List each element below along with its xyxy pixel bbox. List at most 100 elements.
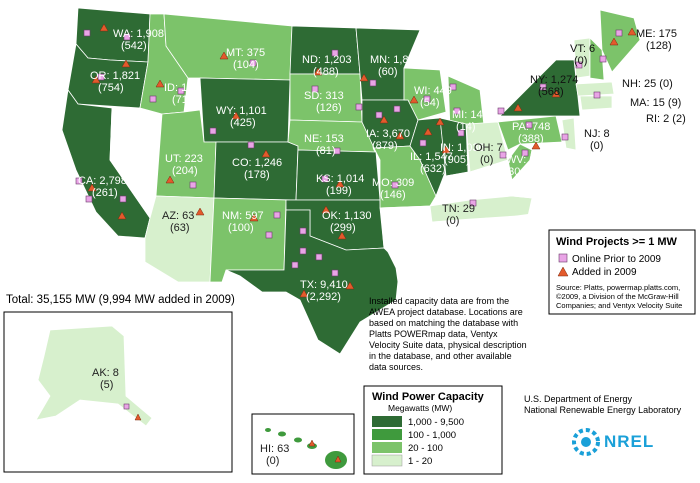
label-wv-add: 330 (0) xyxy=(502,166,537,178)
state-ar xyxy=(379,205,433,253)
state-labels: WA: 1,908 (542) OR: 1,821 (754) CA: 2,79… xyxy=(78,28,686,467)
wind-legend-source: Source: Platts, powermap.platts.com, ©20… xyxy=(556,283,683,310)
state-tx xyxy=(225,209,401,355)
label-ia-add: (879) xyxy=(372,140,398,152)
swatch-class-4 xyxy=(371,454,403,467)
label-wv: WV: xyxy=(506,154,526,166)
state-ms xyxy=(431,219,461,291)
label-ri: RI: 2 (2) xyxy=(646,113,686,125)
label-ks: KS: 1,014 xyxy=(316,173,364,185)
label-mi: MI: 143 xyxy=(452,109,489,121)
label-mo-add: (146) xyxy=(380,189,406,201)
label-id: ID: 147 xyxy=(164,82,199,94)
label-vt-add: (0) xyxy=(574,55,587,67)
nrel-logo-text: NREL xyxy=(604,432,655,451)
wind-legend-added: Added in 2009 xyxy=(572,267,637,278)
state-pa xyxy=(497,115,563,151)
label-az-add: (63) xyxy=(170,222,190,234)
state-az xyxy=(144,195,215,283)
online-markers xyxy=(75,29,623,277)
agency-line-2: National Renewable Energy Laboratory xyxy=(524,405,682,415)
label-ak: AK: 8 xyxy=(92,367,119,379)
state-shapes xyxy=(61,7,641,355)
online-square-icon xyxy=(558,253,568,263)
label-wy: WY: 1,101 xyxy=(216,105,267,117)
label-or-add: (754) xyxy=(98,82,124,94)
wind-legend-box xyxy=(548,229,696,315)
label-ne-add: (81) xyxy=(316,145,336,157)
state-md-de xyxy=(529,141,577,161)
capacity-legend: Wind Power Capacity Megawatts (MW) 1,000… xyxy=(363,385,503,475)
label-oh: OH: 7 xyxy=(474,142,503,154)
label-ak-add: (5) xyxy=(100,379,113,391)
label-pa-add: (388) xyxy=(518,133,544,145)
label-co: CO: 1,246 xyxy=(232,157,282,169)
label-il: IL: 1,547 xyxy=(410,151,453,163)
label-pa: PA: 748 xyxy=(512,121,550,133)
state-ma xyxy=(575,81,615,97)
label-mo: MO: 309 xyxy=(372,177,414,189)
wind-legend-online: Online Prior to 2009 xyxy=(572,254,661,265)
label-wi-add: (54) xyxy=(420,97,440,109)
added-markers xyxy=(87,23,637,298)
state-ct-ri xyxy=(579,95,613,111)
agency-line-1: U.S. Department of Energy xyxy=(524,394,633,404)
label-ks-add: (199) xyxy=(326,185,352,197)
label-in: IN: 1,036 xyxy=(440,142,485,154)
label-nj: NJ: 8 xyxy=(584,128,610,140)
label-mn-add: (60) xyxy=(378,66,398,78)
label-mt: MT: 375 xyxy=(226,47,265,59)
label-ny: NY: 1,274 xyxy=(530,74,578,86)
swatch-class-3 xyxy=(372,442,402,453)
state-fl xyxy=(469,279,561,351)
state-nh xyxy=(589,37,605,81)
label-sd-add: (126) xyxy=(316,102,342,114)
label-nm-add: (100) xyxy=(228,222,254,234)
label-mi-add: (14) xyxy=(456,121,476,133)
label-mt-add: (104) xyxy=(233,59,259,71)
label-nd: ND: 1,203 xyxy=(302,54,352,66)
label-ok-add: (299) xyxy=(330,222,356,234)
label-az: AZ: 63 xyxy=(162,210,194,222)
added-triangle-icon xyxy=(557,266,569,277)
label-wa: WA: 1,908 xyxy=(113,28,164,40)
state-la xyxy=(387,249,441,297)
label-ut-add: (204) xyxy=(172,165,198,177)
label-hi: HI: 63 xyxy=(260,443,289,455)
wind-legend-title: Wind Projects >= 1 MW xyxy=(556,236,678,248)
label-sd: SD: 313 xyxy=(304,90,344,102)
swatch-class-2 xyxy=(372,429,402,440)
class-3-label: 20 - 100 xyxy=(408,443,443,454)
capacity-legend-title: Wind Power Capacity xyxy=(372,391,485,403)
swatch-class-1 xyxy=(372,416,402,427)
label-nj-add: (0) xyxy=(590,140,603,152)
label-ok: OK: 1,130 xyxy=(322,210,372,222)
label-in-add: (905) xyxy=(444,154,470,166)
label-co-add: (178) xyxy=(244,169,270,181)
label-oh-add: (0) xyxy=(480,154,493,166)
label-hi-add: (0) xyxy=(266,455,279,467)
label-nm: NM: 597 xyxy=(222,210,264,222)
state-ga xyxy=(485,215,539,281)
label-il-add: (632) xyxy=(420,163,446,175)
label-tx: TX: 9,410 xyxy=(300,279,348,291)
class-1-label: 1,000 - 9,500 xyxy=(408,417,464,428)
label-tn-add: (0) xyxy=(446,215,459,227)
label-ca-add: (261) xyxy=(92,187,118,199)
label-ne: NE: 153 xyxy=(304,133,344,145)
state-me xyxy=(599,9,641,73)
wind-projects-legend: Wind Projects >= 1 MW Online Prior to 20… xyxy=(548,229,696,315)
label-ca: CA: 2,798 xyxy=(78,175,127,187)
capacity-legend-subtitle: Megawatts (MW) xyxy=(388,403,452,413)
class-2-label: 100 - 1,000 xyxy=(408,430,456,441)
label-or: OR: 1,821 xyxy=(90,70,140,82)
nrel-logo-icon xyxy=(572,428,600,456)
label-mn: MN: 1,810 xyxy=(370,54,421,66)
label-wi: WI: 449 xyxy=(414,85,452,97)
label-vt: VT: 6 xyxy=(570,43,595,55)
label-ma: MA: 15 (9) xyxy=(630,97,681,109)
label-nh: NH: 25 (0) xyxy=(622,78,673,90)
state-nc xyxy=(511,179,587,213)
